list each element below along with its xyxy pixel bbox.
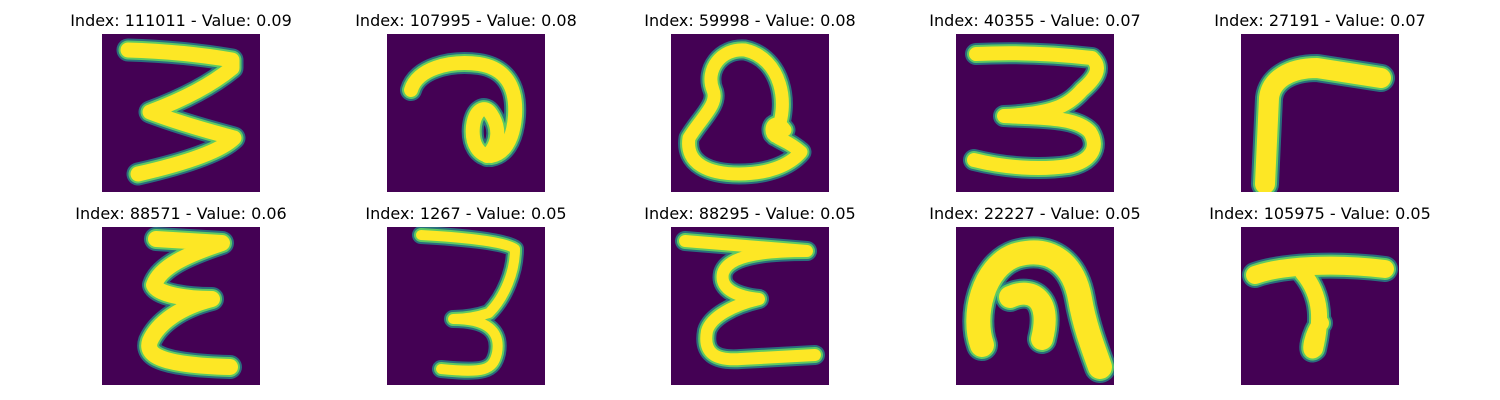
digit-stroke: [416, 230, 520, 376]
panel-title: Index: 22227 - Value: 0.05: [929, 204, 1141, 223]
digit-stroke: [1246, 256, 1394, 284]
panel-title: Index: 27191 - Value: 0.07: [1214, 11, 1426, 30]
panel-title: Index: 59998 - Value: 0.08: [644, 11, 856, 30]
digit-image: [387, 34, 545, 192]
digit-image: [387, 227, 545, 385]
panel-title: Index: 111011 - Value: 0.09: [70, 11, 292, 30]
digit-image: [102, 34, 260, 192]
digit-image: [1241, 227, 1399, 385]
digit-stroke: [966, 240, 1112, 379]
digit-stroke: [999, 282, 1056, 350]
digit-stroke: [1255, 58, 1391, 192]
digit-image: [956, 34, 1114, 192]
digit-image: [102, 227, 260, 385]
digit-stroke: [141, 231, 238, 375]
digit-stroke: [120, 42, 242, 182]
panel-title: Index: 1267 - Value: 0.05: [365, 204, 567, 223]
digit-stroke: [967, 46, 1104, 175]
digit-stroke: [404, 56, 523, 163]
panel-title: Index: 88295 - Value: 0.05: [644, 204, 856, 223]
digit-stroke: [682, 43, 808, 181]
panel-title: Index: 40355 - Value: 0.07: [929, 11, 1141, 30]
panel-title: Index: 105975 - Value: 0.05: [1209, 204, 1431, 223]
panel-title: Index: 107995 - Value: 0.08: [355, 11, 577, 30]
digit-stroke: [679, 235, 821, 366]
digit-image: [671, 34, 829, 192]
digit-stroke: [1295, 265, 1329, 359]
digit-image: [956, 227, 1114, 385]
digit-image: [1241, 34, 1399, 192]
panel-title: Index: 88571 - Value: 0.06: [75, 204, 287, 223]
digit-image: [671, 227, 829, 385]
